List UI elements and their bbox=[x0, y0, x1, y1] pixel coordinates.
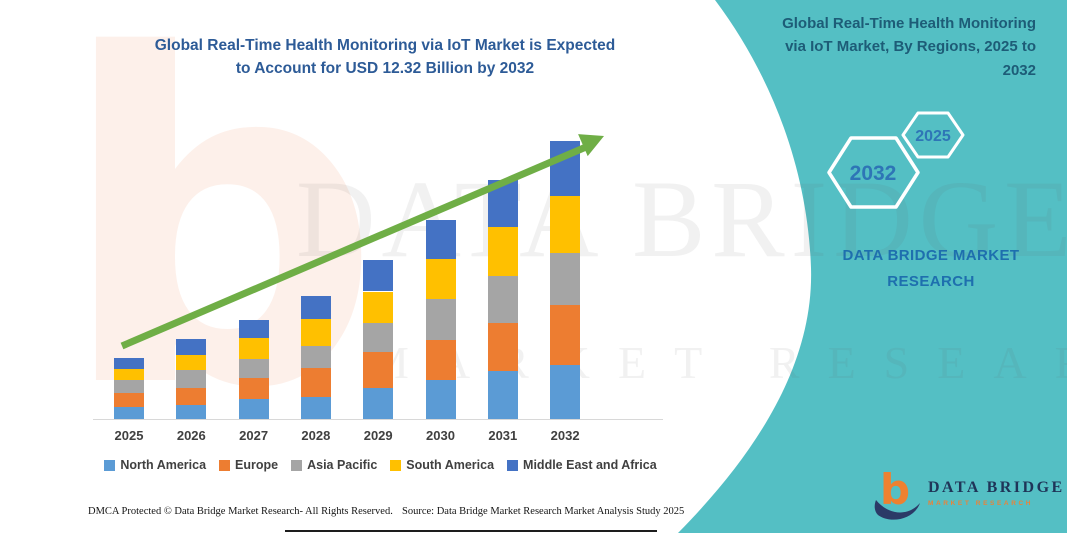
logo-swoosh bbox=[874, 500, 920, 520]
bar-segment-2025-south-america bbox=[114, 368, 144, 381]
bar-segment-2027-middle-east-and-africa bbox=[238, 319, 269, 339]
bar-segment-2028-middle-east-and-africa bbox=[300, 296, 331, 320]
bar-segment-2031-north-america bbox=[487, 371, 518, 419]
legend-label: South America bbox=[406, 458, 495, 472]
bar-segment-2030-europe bbox=[425, 339, 456, 380]
legend-label: Middle East and Africa bbox=[523, 458, 657, 472]
company-logo-text: DATA BRIDGE MARKET RESEARCH bbox=[928, 479, 1065, 507]
company-logo-mark: b bbox=[874, 466, 920, 520]
legend-swatch-icon bbox=[507, 459, 519, 471]
hexagon-2025 bbox=[901, 111, 965, 159]
bar-segment-2029-south-america bbox=[363, 291, 394, 324]
bar-segment-2025-middle-east-and-africa bbox=[114, 358, 144, 369]
x-axis-label-2026: 2026 bbox=[176, 428, 206, 443]
bar-segment-2030-south-america bbox=[425, 259, 456, 300]
bar-segment-2027-asia-pacific bbox=[238, 358, 269, 379]
bar-segment-2025-asia-pacific bbox=[114, 380, 144, 393]
bar-segment-2028-south-america bbox=[300, 319, 331, 347]
side-panel-heading: Global Real-Time Health Monitoring via I… bbox=[782, 15, 1036, 79]
bar-segment-2028-asia-pacific bbox=[300, 346, 331, 368]
bar-segment-2025-europe bbox=[114, 392, 144, 407]
bar-segment-2028-europe bbox=[300, 367, 331, 398]
logo-subtitle: MARKET RESEARCH bbox=[928, 500, 1034, 507]
legend-label: Asia Pacific bbox=[307, 458, 378, 472]
source-note: Source: Data Bridge Market Research Mark… bbox=[402, 506, 685, 517]
bar-segment-2032-middle-east-and-africa bbox=[550, 141, 581, 196]
brand-text: DATA BRIDGE MARKET RESEARCH bbox=[790, 243, 1067, 294]
legend-item-south-america: South America bbox=[390, 458, 494, 472]
bar-segment-2032-asia-pacific bbox=[550, 252, 581, 305]
legend-swatch-icon bbox=[104, 459, 116, 471]
x-axis-label-2025: 2025 bbox=[114, 428, 144, 443]
bar-segment-2032-europe bbox=[550, 304, 581, 365]
bar-segment-2027-south-america bbox=[238, 338, 269, 359]
bar-segment-2025-north-america bbox=[114, 406, 144, 419]
bar-segment-2030-north-america bbox=[425, 379, 456, 419]
bar-segment-2029-middle-east-and-africa bbox=[363, 259, 394, 292]
legend-item-europe: Europe bbox=[219, 458, 278, 472]
bar-segment-2027-europe bbox=[238, 378, 269, 400]
bar-segment-2031-asia-pacific bbox=[487, 275, 518, 323]
legend-label: Europe bbox=[235, 458, 279, 472]
chart-title-line1: Global Real-Time Health Monitoring via I… bbox=[154, 37, 616, 54]
x-axis-label-2031: 2031 bbox=[488, 428, 518, 443]
bar-segment-2026-asia-pacific bbox=[176, 370, 207, 389]
legend-item-north-america: North America bbox=[104, 458, 206, 472]
chart-title-line2: to Account for USD 12.32 Billion by 2032 bbox=[235, 60, 535, 78]
bar-segment-2026-europe bbox=[176, 388, 207, 405]
dmca-notice: DMCA Protected © Data Bridge Market Rese… bbox=[88, 506, 393, 517]
brand-text-line2: RESEARCH bbox=[887, 272, 975, 290]
bar-segment-2032-south-america bbox=[550, 195, 581, 253]
hexagon-2032 bbox=[827, 136, 920, 209]
logo-letter-b: b bbox=[880, 466, 910, 514]
bar-segment-2032-north-america bbox=[550, 364, 581, 419]
company-logo: b DATA BRIDGE MARKET RESEARCH bbox=[874, 466, 1065, 520]
x-axis-label-2030: 2030 bbox=[426, 428, 455, 443]
bottom-divider bbox=[285, 530, 657, 532]
year-hexagons: 2032 2025 bbox=[827, 111, 965, 209]
bar-segment-2028-north-america bbox=[300, 397, 331, 419]
legend-label: North America bbox=[120, 458, 207, 472]
bar-segment-2030-middle-east-and-africa bbox=[425, 219, 456, 260]
bar-segment-2029-north-america bbox=[363, 388, 394, 419]
bar-segment-2031-europe bbox=[487, 322, 518, 372]
bar-segment-2031-middle-east-and-africa bbox=[487, 180, 518, 228]
logo-title: DATA BRIDGE bbox=[928, 479, 1065, 496]
bar-segment-2030-asia-pacific bbox=[425, 299, 456, 340]
bar-segment-2029-asia-pacific bbox=[363, 323, 394, 352]
hexagon-2032-label: 2032 bbox=[850, 162, 897, 185]
x-axis-line bbox=[93, 419, 663, 420]
legend-swatch-icon bbox=[291, 459, 303, 471]
bar-segment-2026-middle-east-and-africa bbox=[176, 338, 207, 356]
x-axis-label-2029: 2029 bbox=[363, 428, 393, 443]
bar-segment-2031-south-america bbox=[487, 227, 518, 276]
x-axis-label-2032: 2032 bbox=[550, 428, 580, 443]
chart-title: Global Real-Time Health Monitoring via I… bbox=[55, 34, 715, 81]
legend-swatch-icon bbox=[390, 459, 402, 471]
bar-segment-2027-north-america bbox=[238, 399, 269, 419]
x-axis-label-2027: 2027 bbox=[239, 428, 269, 443]
bar-segment-2026-north-america bbox=[176, 404, 207, 419]
bar-segment-2026-south-america bbox=[176, 355, 207, 371]
side-panel-shape bbox=[678, 0, 1067, 533]
legend-item-asia-pacific: Asia Pacific bbox=[291, 458, 377, 472]
hexagon-2025-label: 2025 bbox=[915, 128, 951, 145]
x-axis-label-2028: 2028 bbox=[301, 428, 331, 443]
brand-text-line1: DATA BRIDGE MARKET bbox=[842, 247, 1020, 264]
chart-legend: North America Europe Asia Pacific South Ame… bbox=[58, 458, 703, 472]
bar-segment-2029-europe bbox=[363, 351, 394, 389]
legend-item-middle-east-and-africa: Middle East and Africa bbox=[507, 458, 657, 472]
legend-swatch-icon bbox=[219, 459, 231, 471]
